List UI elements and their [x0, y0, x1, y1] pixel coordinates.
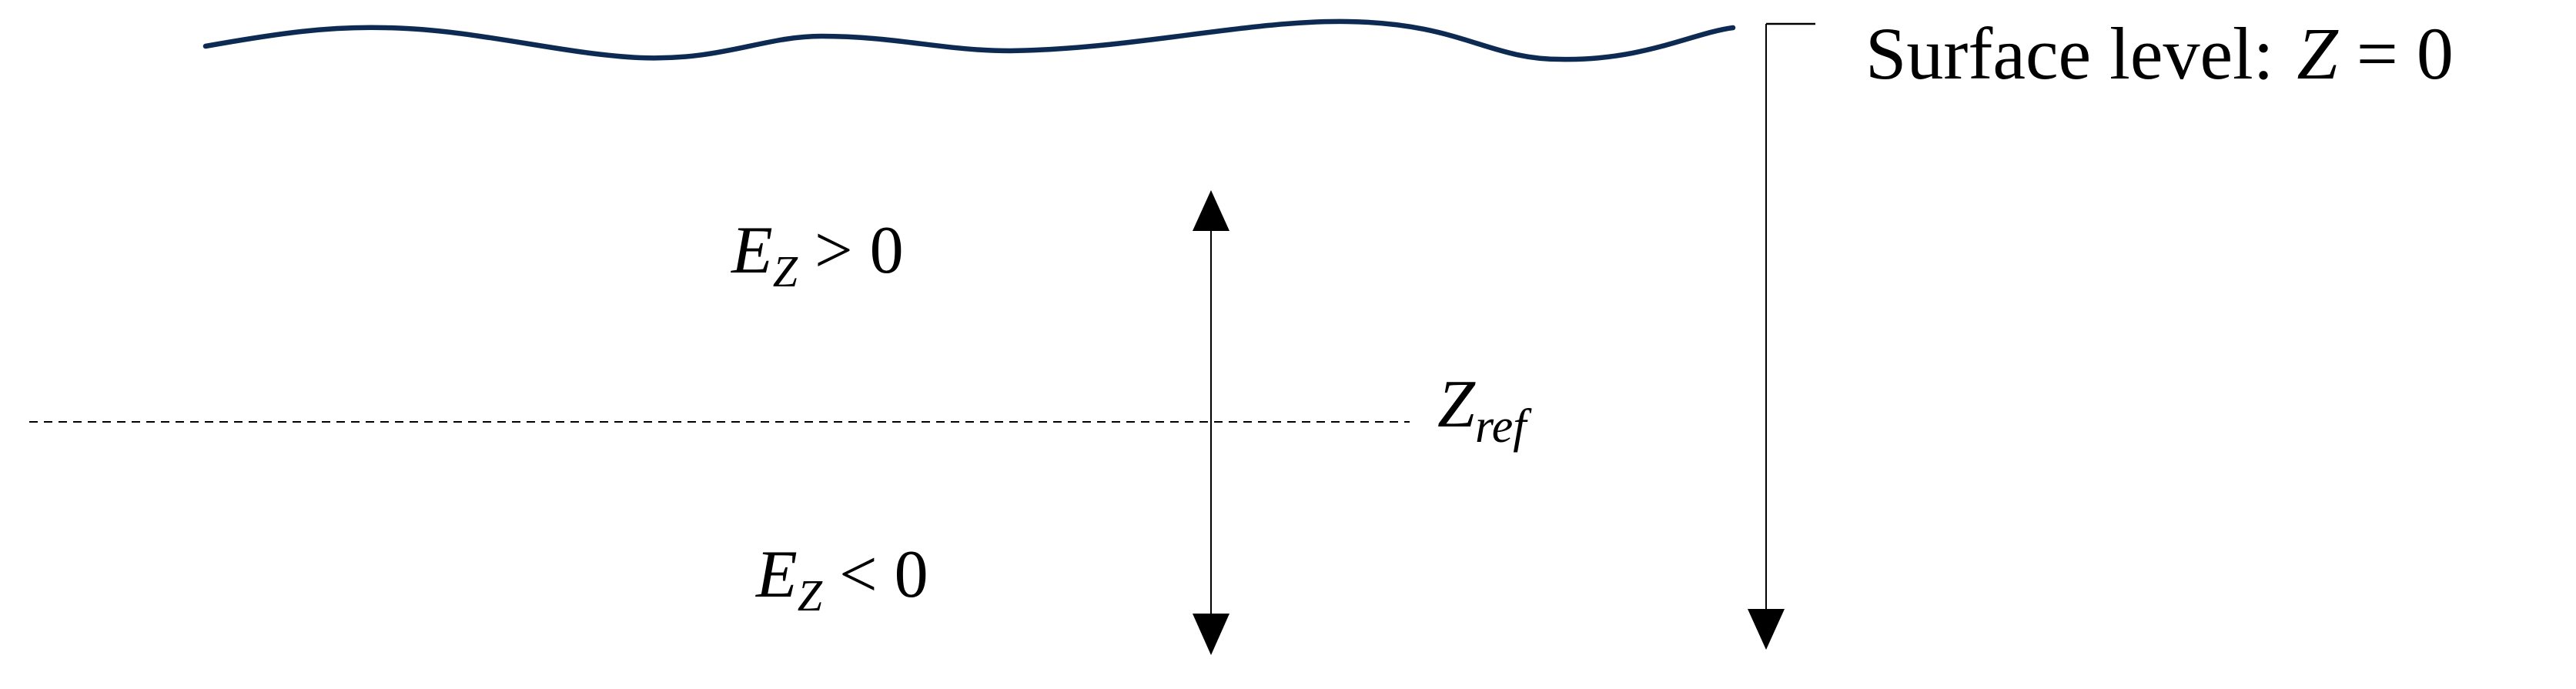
- depth-axis: [1748, 22, 1815, 650]
- arrow-up-icon: [1193, 190, 1229, 231]
- reference-level-label: Zref: [1437, 367, 1532, 453]
- water-surface-wave: [202, 18, 1736, 62]
- double-arrow: [1193, 190, 1229, 655]
- depth-arrowhead-icon: [1748, 609, 1785, 650]
- negative-region-label: EZ < 0: [754, 537, 928, 620]
- arrow-down-icon: [1193, 614, 1229, 655]
- positive-region-label: EZ > 0: [730, 213, 904, 296]
- surface-level-label: Surface level: Z = 0: [1865, 12, 2454, 95]
